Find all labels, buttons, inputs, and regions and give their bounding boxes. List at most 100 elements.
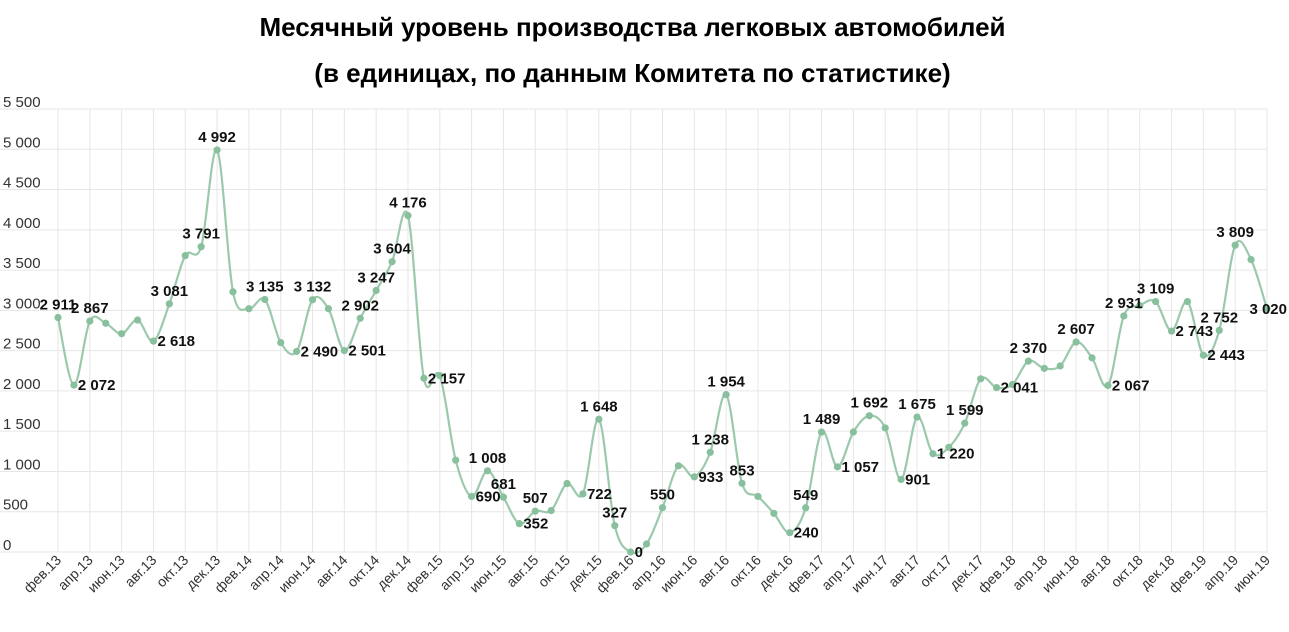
- y-tick-label: 3 000: [3, 295, 41, 312]
- data-point: [1088, 354, 1096, 362]
- data-label: 722: [587, 486, 612, 503]
- data-label: 2 443: [1207, 347, 1245, 364]
- data-point: [1040, 364, 1048, 372]
- x-tick-label: фев.13: [20, 552, 64, 596]
- data-point: [499, 493, 508, 501]
- chart-subtitle: (в единицах, по данным Комитета по стати…: [314, 58, 951, 88]
- data-point: [611, 522, 619, 530]
- data-point: [817, 428, 826, 436]
- data-point: [165, 300, 173, 308]
- data-point: [149, 337, 158, 345]
- data-label: 1 692: [851, 395, 889, 412]
- data-label: 1 648: [580, 398, 618, 415]
- data-label: 1 057: [841, 459, 879, 476]
- data-point: [658, 504, 667, 512]
- data-label: 1 238: [691, 431, 729, 448]
- y-tick-label: 2 500: [3, 336, 41, 353]
- x-tick-label: авг.18: [1076, 552, 1114, 590]
- data-point: [897, 475, 905, 484]
- data-point: [754, 492, 762, 501]
- data-label: 2 911: [40, 297, 77, 314]
- x-tick-label: авг.15: [503, 552, 541, 590]
- data-point: [102, 319, 110, 327]
- x-tick-label: авг.16: [694, 552, 732, 590]
- data-label: 3 020: [1249, 301, 1287, 318]
- data-label: 4 992: [198, 129, 236, 146]
- x-tick-label: авг.17: [885, 552, 923, 590]
- data-label: 3 081: [151, 283, 189, 300]
- data-point: [356, 314, 364, 322]
- data-label: 690: [476, 488, 501, 505]
- data-label: 3 604: [373, 241, 411, 258]
- data-point: [738, 479, 746, 487]
- data-label: 1 008: [469, 450, 507, 467]
- data-point: [388, 258, 396, 266]
- data-point: [913, 413, 921, 421]
- y-tick-label: 5 500: [3, 94, 41, 111]
- data-label: 1 954: [707, 374, 745, 391]
- y-tick-label: 0: [3, 537, 11, 554]
- data-label: 933: [698, 469, 723, 486]
- data-point: [977, 375, 985, 383]
- x-tick-label: авг.14: [312, 552, 350, 590]
- data-point: [261, 295, 269, 304]
- y-tick-label: 1 500: [3, 416, 41, 433]
- data-point: [1024, 357, 1032, 365]
- y-tick-label: 5 000: [3, 134, 41, 151]
- data-point: [468, 492, 476, 501]
- data-label: 2 752: [1201, 309, 1239, 326]
- data-point: [674, 462, 683, 470]
- y-tick-label: 4 500: [3, 175, 41, 192]
- data-point: [1072, 338, 1080, 346]
- data-point: [404, 212, 412, 220]
- data-points: [54, 146, 1271, 556]
- data-point: [197, 243, 205, 251]
- data-point: [213, 146, 221, 154]
- data-point: [1231, 241, 1239, 249]
- data-point: [340, 346, 348, 355]
- data-point: [420, 374, 428, 382]
- y-axis: 0 500 1 000 1 500 2 000 2 500 3 000 3 500 4 000 4…: [3, 94, 41, 554]
- x-axis: фев.13апр.13июн.13авг.13окт.13дек.13фев.…: [20, 552, 1273, 596]
- data-point: [992, 384, 1001, 392]
- data-label: 3 135: [246, 278, 284, 295]
- y-tick-label: 2 000: [3, 376, 41, 393]
- data-label: 2 867: [71, 300, 109, 317]
- data-label: 2 157: [428, 370, 466, 387]
- data-label: 240: [794, 525, 819, 542]
- data-point: [1120, 312, 1128, 320]
- data-point: [1247, 256, 1255, 264]
- data-label: 507: [523, 490, 548, 507]
- data-point: [770, 509, 778, 517]
- data-label: 2 607: [1057, 321, 1095, 338]
- data-label: 549: [793, 487, 818, 504]
- data-point: [452, 456, 460, 464]
- data-point: [229, 288, 237, 296]
- data-point: [1104, 381, 1112, 390]
- data-label: 1 220: [937, 446, 975, 463]
- data-point: [865, 412, 873, 420]
- data-point: [579, 490, 587, 498]
- data-point: [786, 529, 794, 537]
- data-point: [1136, 301, 1144, 310]
- data-label: 2 067: [1112, 378, 1150, 395]
- data-label: 3 132: [294, 279, 332, 296]
- y-tick-label: 4 000: [3, 215, 41, 232]
- data-label: 327: [602, 505, 627, 522]
- data-point: [531, 507, 539, 515]
- data-point: [849, 428, 857, 436]
- data-point: [1215, 326, 1223, 334]
- data-label: 681: [491, 476, 516, 493]
- data-label: 2 501: [348, 343, 386, 360]
- data-point: [706, 448, 714, 456]
- data-point: [563, 479, 571, 488]
- data-point: [372, 286, 380, 295]
- data-point: [181, 251, 189, 260]
- data-point: [642, 540, 651, 548]
- data-point: [1008, 380, 1017, 389]
- data-label: 0: [635, 544, 643, 561]
- data-point: [245, 305, 253, 313]
- data-point: [1056, 362, 1064, 370]
- data-point: [1167, 327, 1176, 335]
